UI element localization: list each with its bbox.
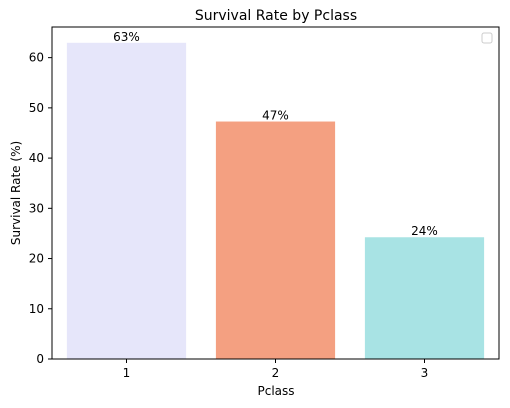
data-labels-group: 63% 47% 24%: [113, 30, 438, 238]
y-tick-label-50: 50: [29, 101, 44, 115]
bars-group: [66, 42, 485, 360]
y-tick-label-20: 20: [29, 252, 44, 266]
x-tick-label-3: 3: [421, 366, 429, 380]
bar-pclass-1: [66, 42, 187, 360]
data-label-pclass-2: 47%: [262, 109, 289, 123]
y-tick-label-40: 40: [29, 151, 44, 165]
plot-frame: [51, 26, 500, 360]
y-tick-label-30: 30: [29, 201, 44, 215]
chart-title: Survival Rate by Pclass: [195, 8, 357, 24]
bar-pclass-3: [364, 237, 485, 359]
bar-pclass-2: [215, 121, 336, 360]
y-tick-label-0: 0: [36, 352, 44, 366]
y-tick-label-10: 10: [29, 302, 44, 316]
x-tick-label-2: 2: [272, 366, 280, 380]
x-axis-ticks: 1 2 3: [123, 359, 429, 380]
data-label-pclass-1: 63%: [113, 30, 140, 44]
y-tick-label-60: 60: [29, 51, 44, 65]
x-tick-label-1: 1: [123, 366, 131, 380]
y-axis-ticks: 0 10 20 30 40 50 60: [29, 51, 52, 366]
legend-box: [481, 32, 493, 44]
y-axis-label: Survival Rate (%): [9, 141, 23, 245]
data-label-pclass-3: 24%: [411, 224, 438, 238]
x-axis-label: Pclass: [257, 384, 294, 398]
